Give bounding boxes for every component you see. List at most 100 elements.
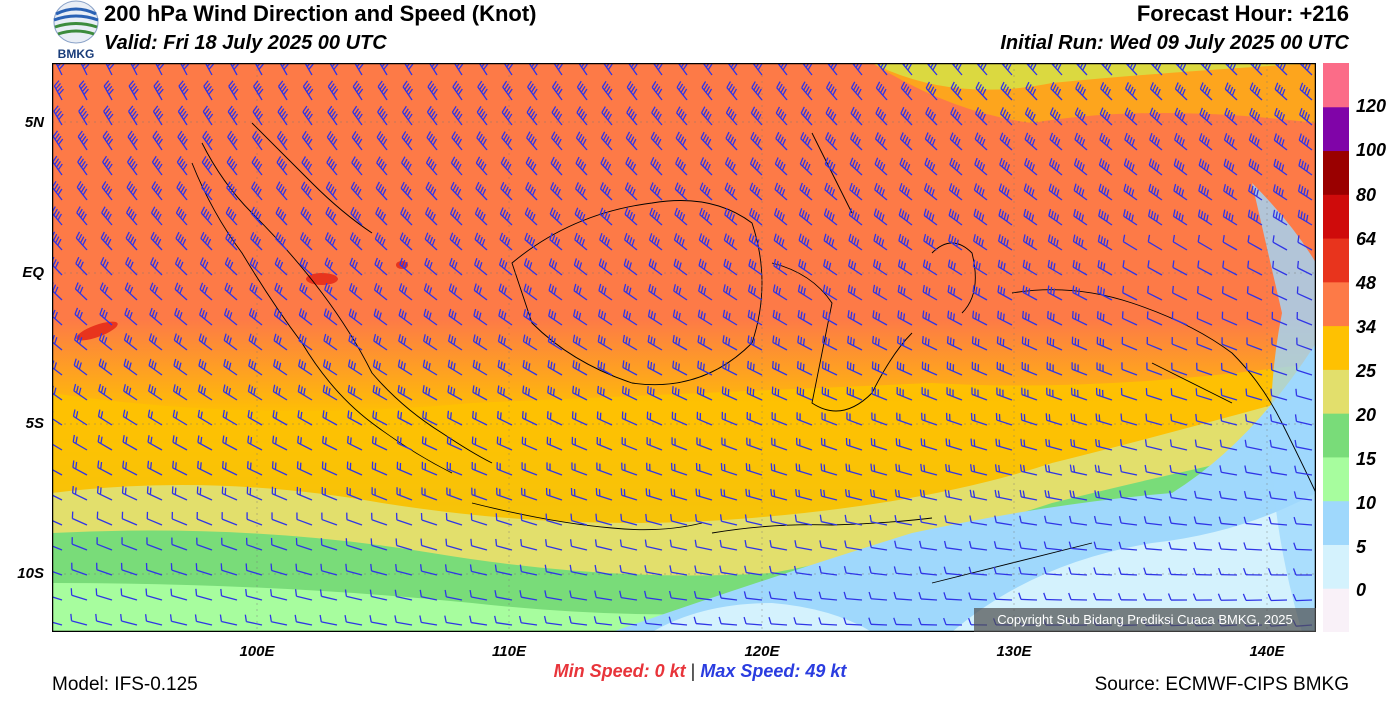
wind-barb — [223, 358, 238, 376]
wind-barb — [171, 511, 188, 526]
wind-barb — [824, 157, 838, 176]
wind-barb — [968, 566, 988, 576]
wind-barb — [52, 494, 63, 501]
wind-barb — [548, 309, 563, 326]
wind-barb — [1147, 234, 1163, 251]
wind-barb — [201, 155, 213, 176]
wind-barb — [671, 411, 688, 426]
wind-barb — [894, 514, 913, 526]
wind-barb — [946, 361, 963, 376]
wind-barb — [843, 617, 863, 626]
wind-barb — [96, 537, 113, 551]
wind-barb — [1118, 516, 1138, 526]
wind-barb — [1223, 133, 1238, 151]
wind-barb — [78, 105, 89, 126]
wind-barb — [772, 309, 788, 326]
wind-barb — [426, 105, 438, 126]
wind-barb — [248, 308, 263, 326]
valid-time: Valid: Fri 18 July 2025 00 UTC — [104, 32, 387, 54]
wind-barb — [397, 359, 413, 376]
wind-barb — [73, 333, 88, 351]
wind-barb — [1222, 260, 1238, 276]
wind-barb — [247, 435, 263, 451]
wind-barb — [1099, 107, 1113, 126]
wind-barb — [619, 565, 638, 576]
wind-barb — [469, 564, 488, 576]
wind-barb — [544, 564, 563, 576]
wind-barb — [177, 130, 188, 151]
wind-barb — [625, 131, 638, 151]
wind-barb — [922, 284, 938, 301]
wind-barb — [923, 208, 938, 226]
wind-barb — [423, 334, 438, 351]
wind-barb — [1171, 311, 1188, 326]
wind-barb — [224, 257, 238, 276]
wind-barb — [624, 207, 638, 226]
wind-barb — [1169, 490, 1188, 501]
wind-barb — [625, 156, 638, 176]
wind-barb — [622, 309, 638, 326]
wind-barb — [275, 232, 288, 251]
wind-barb — [676, 106, 688, 126]
wind-barb — [472, 334, 488, 351]
wind-barb — [419, 615, 438, 626]
wind-barb — [475, 181, 488, 201]
wind-barb — [893, 617, 913, 626]
wind-barb — [1249, 107, 1263, 126]
wind-barb — [225, 231, 238, 251]
wind-barb — [871, 361, 888, 376]
wind-barb — [250, 206, 263, 226]
wind-barb — [746, 437, 763, 451]
wind-barb — [1196, 286, 1213, 301]
wind-barb — [249, 282, 263, 301]
wind-barb — [749, 182, 763, 201]
wind-barb — [224, 282, 238, 301]
wind-barb — [796, 386, 813, 401]
wind-barb — [771, 360, 788, 376]
wind-barb — [726, 81, 738, 101]
wind-barb — [296, 461, 313, 476]
wind-barb — [151, 181, 163, 201]
wind-barb — [1197, 234, 1213, 251]
wind-barb — [324, 232, 338, 251]
wind-barb — [248, 359, 263, 376]
wind-barb — [351, 156, 363, 176]
wind-barb — [297, 384, 313, 401]
wind-barb — [972, 259, 988, 276]
wind-barb — [401, 156, 413, 176]
wind-barb — [420, 538, 438, 551]
wind-barb — [948, 234, 963, 251]
wind-barb — [421, 461, 438, 476]
wind-barb — [275, 181, 288, 201]
colorbar-box-7 — [1323, 281, 1349, 327]
wind-barb — [324, 257, 338, 276]
wind-barb — [626, 81, 638, 101]
wind-barb — [419, 564, 438, 576]
wind-barb — [444, 589, 463, 601]
wind-barb — [1019, 489, 1038, 501]
wind-barb — [872, 284, 888, 301]
wind-barb — [597, 360, 613, 376]
wind-barb — [527, 80, 538, 101]
wind-barb — [997, 285, 1013, 301]
wind-barb — [1050, 81, 1063, 101]
wind-barb — [1295, 363, 1313, 376]
wind-barb — [245, 588, 263, 601]
wind-barb — [1218, 516, 1238, 526]
wind-barb — [1146, 311, 1163, 326]
wind-barb — [976, 63, 988, 76]
wind-barb — [768, 616, 788, 626]
wind-barb — [270, 537, 288, 551]
wind-barb — [346, 461, 363, 476]
wind-barb — [1193, 567, 1213, 576]
wind-barb — [52, 155, 63, 176]
wind-barb — [324, 282, 338, 301]
wind-barb — [793, 617, 813, 626]
wind-barb — [601, 106, 613, 126]
wind-barb — [749, 157, 763, 176]
wind-barb — [947, 310, 963, 326]
wind-barb — [624, 233, 638, 251]
wind-barb — [551, 80, 563, 101]
wind-barb — [1196, 362, 1213, 376]
wind-barb — [471, 487, 488, 501]
